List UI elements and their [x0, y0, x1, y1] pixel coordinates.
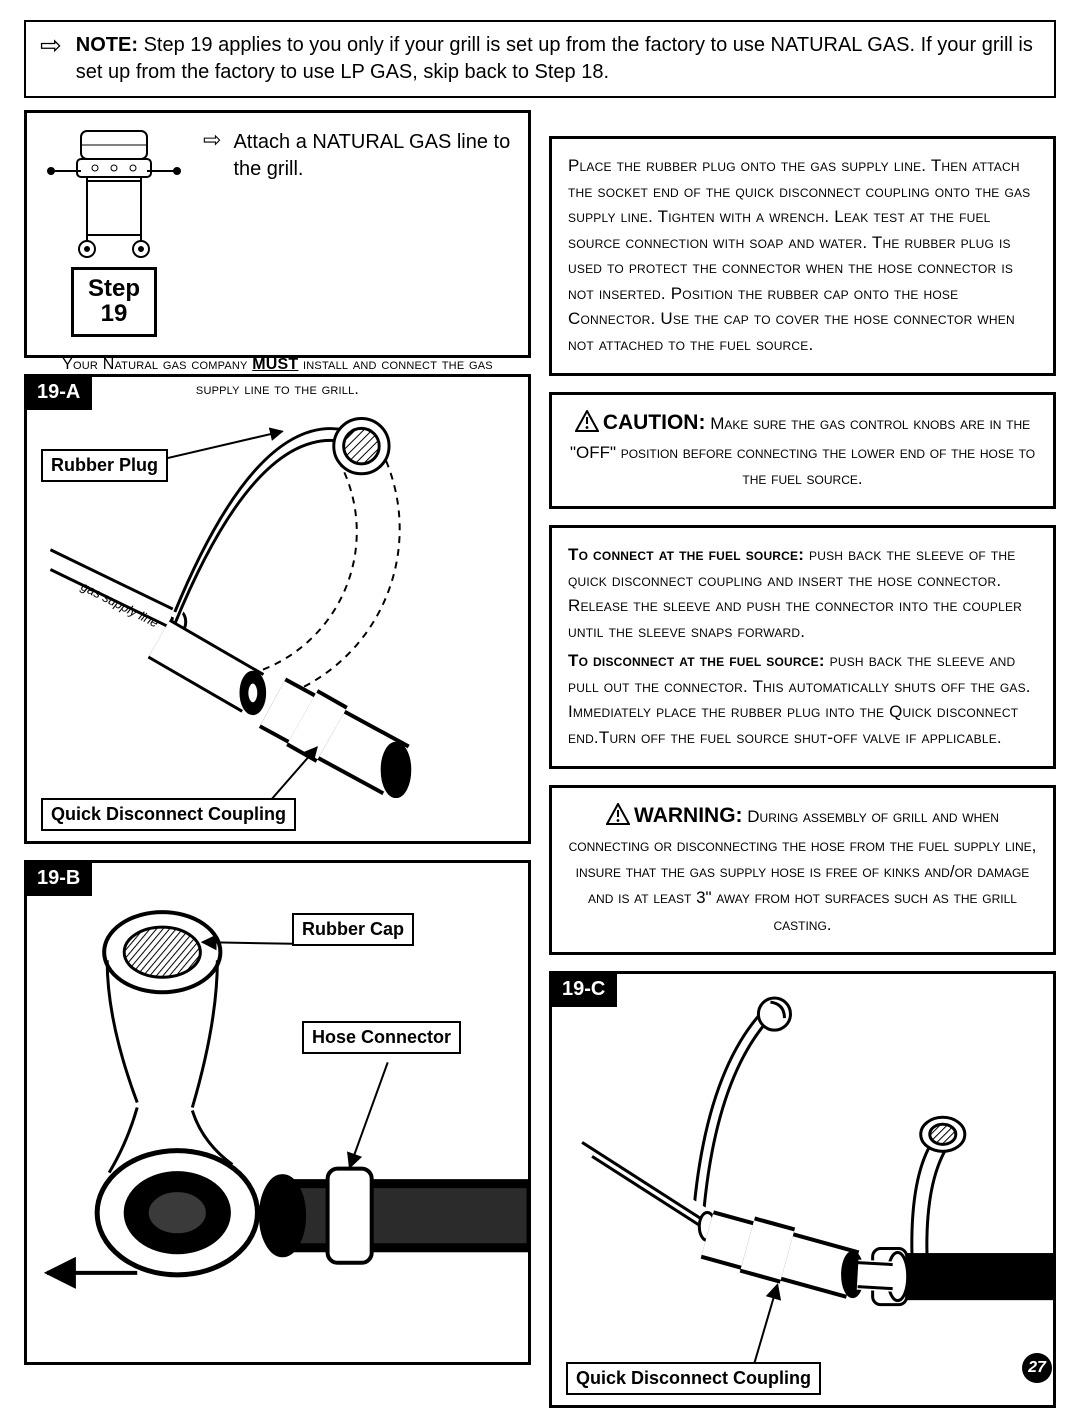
qdc-callout-a: Quick Disconnect Coupling	[41, 798, 296, 831]
page: ⇨ NOTE: Step 19 applies to you only if y…	[0, 0, 1080, 1397]
attach-instruction: ⇨ Attach a NATURAL GAS line to the grill…	[203, 129, 516, 183]
figure-19a-tab: 19-A	[27, 377, 92, 410]
grill-icon	[39, 123, 189, 263]
attach-text: Attach a NATURAL GAS line to the grill.	[233, 129, 516, 183]
figure-19b-svg	[27, 863, 528, 1362]
step-intro-box: Step 19 ⇨ Attach a NATURAL GAS line to t…	[24, 110, 531, 358]
disconnect-head: To disconnect at the fuel source:	[568, 651, 825, 670]
step-label: Step 19	[71, 267, 157, 337]
rubber-cap-callout: Rubber Cap	[292, 913, 414, 946]
note-body: Step 19 applies to you only if your gril…	[76, 34, 1033, 83]
arrow-right-icon: ⇨	[203, 129, 221, 151]
figure-19c: 19-C	[549, 971, 1056, 1408]
warning-box: WARNING: During assembly of grill and wh…	[549, 785, 1056, 955]
page-number-badge: 27	[1022, 1353, 1052, 1383]
note-bold: NOTE:	[76, 34, 138, 56]
must-pre: Your Natural gas company	[62, 356, 252, 373]
caution-box: CAUTION: Make sure the gas control knobs…	[549, 392, 1056, 509]
caution-head: CAUTION:	[603, 411, 706, 434]
note-text: NOTE: Step 19 applies to you only if you…	[76, 32, 1040, 86]
instruction-text-2: To connect at the fuel source: push back…	[549, 525, 1056, 769]
rubber-plug-callout: Rubber Plug	[41, 449, 168, 482]
warning-triangle-icon	[606, 803, 630, 825]
warning-triangle-icon	[575, 410, 599, 432]
instruction-text-1: Place the rubber plug onto the gas suppl…	[549, 136, 1056, 376]
right-column: Place the rubber plug onto the gas suppl…	[549, 110, 1056, 1365]
figure-19a-svg: gas supply line	[27, 377, 528, 841]
connect-head: To connect at the fuel source:	[568, 545, 804, 564]
figure-19c-tab: 19-C	[552, 974, 617, 1007]
figure-19b-tab: 19-B	[27, 863, 92, 896]
warning-head: WARNING:	[634, 804, 743, 827]
grill-figure: Step 19	[39, 123, 189, 337]
instruction-text-1-body: Place the rubber plug onto the gas suppl…	[568, 153, 1037, 357]
must-underline: MUST	[252, 356, 298, 373]
left-column: Step 19 ⇨ Attach a NATURAL GAS line to t…	[24, 110, 531, 1365]
hose-connector-callout: Hose Connector	[302, 1021, 461, 1054]
figure-19a: 19-A	[24, 374, 531, 844]
note-box: ⇨ NOTE: Step 19 applies to you only if y…	[24, 20, 1056, 98]
page-number: 27	[1028, 1359, 1046, 1377]
step-word: Step	[88, 275, 140, 302]
figure-19c-svg	[552, 974, 1053, 1405]
step-number: 19	[101, 300, 128, 327]
figure-19b: 19-B	[24, 860, 531, 1365]
qdc-callout-c: Quick Disconnect Coupling	[566, 1362, 821, 1395]
arrow-right-icon: ⇨	[40, 32, 62, 58]
columns: Step 19 ⇨ Attach a NATURAL GAS line to t…	[24, 110, 1056, 1365]
